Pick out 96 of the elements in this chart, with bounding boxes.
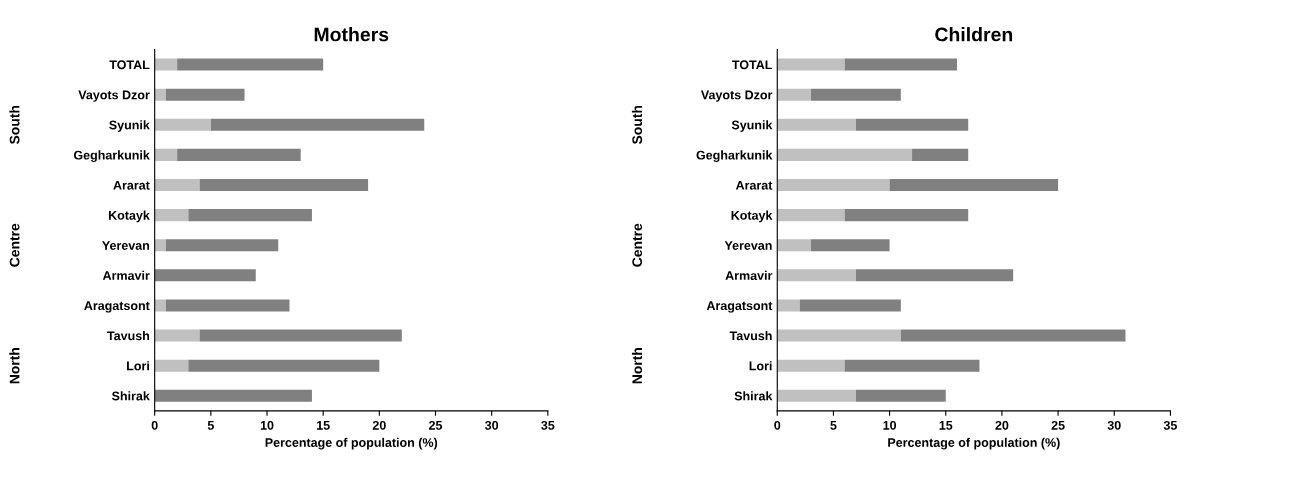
bar [154, 389, 312, 402]
bar [900, 329, 1126, 342]
x-tick-label: 20 [995, 420, 1009, 430]
y-tick-label: Lori [127, 361, 149, 371]
text: North [9, 348, 20, 384]
bar [777, 58, 845, 71]
bar [154, 359, 189, 372]
x-tick-label: 0 [774, 420, 781, 430]
bar [855, 118, 969, 131]
bar [810, 88, 901, 101]
bar [777, 148, 913, 161]
y-tick-label: Syunik [731, 120, 773, 132]
y-tick-label: Armavir [102, 270, 150, 280]
bar [889, 178, 1059, 192]
bar [154, 118, 211, 131]
x-axis-title: Percentage of population (%) [265, 437, 438, 450]
bar [777, 178, 890, 192]
y-tick-label: Shirak [734, 391, 773, 401]
bar [844, 209, 969, 222]
y-tick-label: Kotayk [108, 210, 150, 223]
bar [165, 239, 279, 252]
x-tick-label: 0 [151, 420, 158, 430]
bar [777, 269, 856, 282]
y-tick-label: Kotayk [731, 210, 773, 223]
x-tick-label: 35 [1163, 420, 1178, 430]
y-tick-label: Tavush [107, 331, 150, 341]
text: Centre [632, 223, 643, 267]
bar [154, 88, 166, 101]
y-tick-label: Vayots Dzor [78, 90, 150, 102]
x-tick-label: 5 [207, 421, 214, 430]
bar [855, 269, 1014, 282]
y-tick-label: Shirak [111, 391, 150, 401]
y-tick-label: TOTAL [732, 60, 773, 70]
bar [799, 299, 901, 312]
bar [188, 209, 312, 222]
y-tick-label: Yerevan [102, 241, 150, 250]
x-tick-label: 25 [1051, 420, 1065, 430]
y-tick-label: Gegharkunik [696, 150, 773, 163]
y-tick-label: Lori [749, 361, 772, 371]
bar [154, 58, 178, 71]
text: South [9, 105, 20, 145]
y-tick-label: Syunik [109, 120, 150, 132]
bar [154, 329, 200, 342]
bar [855, 389, 946, 402]
bar [777, 88, 811, 101]
bar [154, 299, 166, 312]
bar [154, 209, 189, 222]
y-tick-label: Aragatsont [706, 301, 773, 313]
x-tick-label: 15 [317, 421, 330, 430]
x-tick-label: 15 [939, 421, 953, 430]
bar [777, 299, 800, 312]
text: North [631, 348, 643, 384]
bar [777, 359, 845, 372]
y-tick-label: Aragatsont [84, 301, 150, 313]
y-tick-label: Tavush [729, 331, 772, 341]
bar [810, 239, 890, 252]
y-tick-label: TOTAL [109, 60, 150, 70]
x-tick-label: 10 [260, 420, 274, 430]
bar [199, 329, 402, 342]
bar [154, 239, 166, 252]
bar [777, 209, 845, 222]
chart-title: Children [935, 27, 1013, 42]
bar [199, 178, 369, 192]
x-axis-title: Percentage of population (%) [888, 437, 1060, 450]
y-tick-label: Ararat [735, 180, 773, 190]
bar [154, 269, 256, 282]
bar [177, 148, 301, 161]
x-tick-label: 5 [830, 421, 837, 430]
bar [777, 118, 856, 131]
bar [188, 359, 380, 372]
bar [154, 178, 200, 192]
bar [777, 329, 901, 342]
x-tick-label: 30 [485, 420, 499, 430]
x-tick-label: 20 [372, 420, 386, 430]
x-tick-label: 10 [883, 420, 897, 430]
bar [777, 239, 811, 252]
text: Centre [9, 223, 20, 267]
bar [154, 148, 178, 161]
bar [165, 88, 245, 101]
y-tick-label: Gegharkunik [73, 150, 150, 163]
chart-title: Mothers [314, 27, 389, 42]
bar [777, 389, 856, 402]
bar [912, 148, 969, 161]
x-tick-label: 35 [541, 420, 555, 430]
x-tick-label: 30 [1107, 420, 1121, 430]
y-tick-label: Yerevan [724, 241, 772, 250]
text: South [631, 105, 643, 145]
bar [844, 58, 957, 71]
y-tick-label: Vayots Dzor [700, 90, 773, 102]
x-tick-label: 25 [428, 420, 443, 430]
bar [210, 118, 425, 131]
bar [165, 299, 290, 312]
bar [177, 58, 324, 71]
bar [844, 359, 980, 372]
y-tick-label: Armavir [725, 270, 773, 280]
y-tick-label: Ararat [113, 180, 150, 190]
